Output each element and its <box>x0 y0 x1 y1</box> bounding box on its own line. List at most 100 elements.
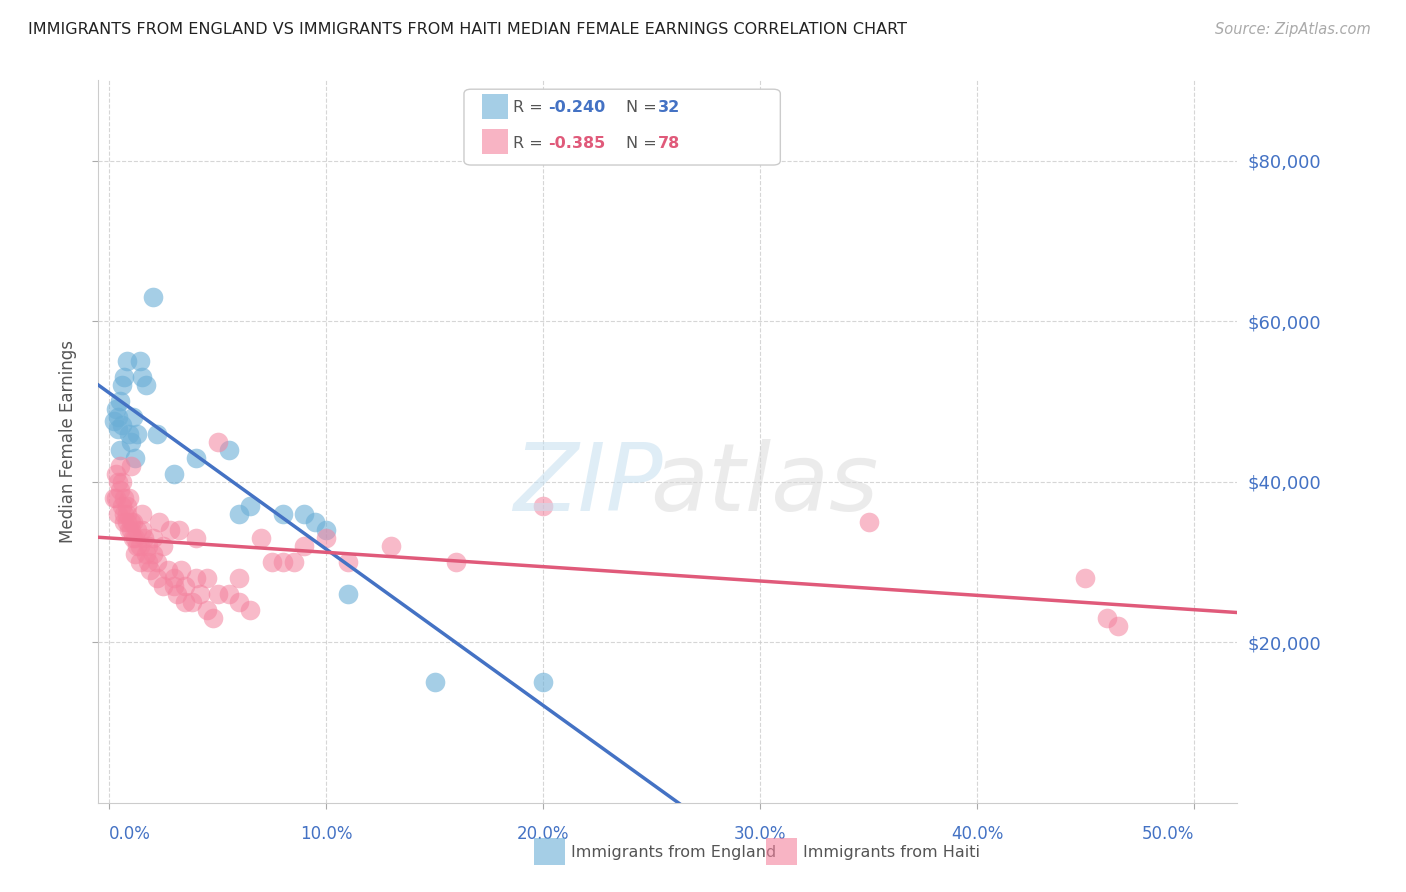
Point <box>120 523 142 537</box>
Point <box>315 523 337 537</box>
Point <box>1095 611 1118 625</box>
Text: -0.240: -0.240 <box>548 101 606 115</box>
Point <box>124 547 146 561</box>
Point <box>118 426 141 441</box>
Text: N =: N = <box>626 101 662 115</box>
Point <box>260 555 283 569</box>
Text: Source: ZipAtlas.com: Source: ZipAtlas.com <box>1215 22 1371 37</box>
Point <box>159 523 181 537</box>
Point <box>120 515 142 529</box>
Point <box>124 450 146 465</box>
Point <box>531 675 554 690</box>
Point <box>146 426 169 441</box>
Point <box>124 531 146 545</box>
Point <box>167 523 190 537</box>
Point <box>283 555 305 569</box>
Point <box>111 499 134 513</box>
Text: 20.0%: 20.0% <box>517 825 569 843</box>
Point <box>115 354 138 368</box>
Point <box>114 370 136 384</box>
Point <box>152 579 174 593</box>
Point <box>146 555 169 569</box>
Point <box>104 402 127 417</box>
Text: R =: R = <box>513 136 548 151</box>
Point <box>103 491 125 505</box>
Point <box>115 515 138 529</box>
Point <box>136 555 159 569</box>
Point <box>304 515 326 529</box>
Point <box>108 394 131 409</box>
Point <box>228 507 250 521</box>
Point <box>108 458 131 473</box>
Point <box>228 571 250 585</box>
Point <box>120 458 142 473</box>
Point <box>107 410 129 425</box>
Point <box>218 442 240 457</box>
Point <box>104 491 127 505</box>
Point <box>271 555 294 569</box>
Point <box>163 579 186 593</box>
Point <box>239 603 262 617</box>
Point <box>152 539 174 553</box>
Point <box>104 467 127 481</box>
Point <box>128 354 150 368</box>
Point <box>184 571 207 585</box>
Text: Immigrants from England: Immigrants from England <box>571 846 776 860</box>
Point <box>111 418 134 433</box>
Point <box>163 467 186 481</box>
Point <box>142 547 165 561</box>
Point <box>114 507 136 521</box>
Point <box>195 603 218 617</box>
Point <box>190 587 212 601</box>
Text: -0.385: -0.385 <box>548 136 606 151</box>
Point <box>111 475 134 489</box>
Text: 78: 78 <box>658 136 681 151</box>
Text: N =: N = <box>626 136 662 151</box>
Point <box>166 587 188 601</box>
Point <box>122 531 145 545</box>
Point <box>127 539 149 553</box>
Point <box>250 531 273 545</box>
Point <box>111 378 134 392</box>
Point <box>115 499 138 513</box>
Point <box>239 499 262 513</box>
Point <box>114 515 136 529</box>
Point <box>146 571 169 585</box>
Point <box>114 491 136 505</box>
Point <box>142 531 165 545</box>
Text: 10.0%: 10.0% <box>299 825 353 843</box>
Point <box>531 499 554 513</box>
Point <box>1107 619 1129 633</box>
Text: 40.0%: 40.0% <box>950 825 1002 843</box>
Point <box>115 507 138 521</box>
Point <box>315 531 337 545</box>
Point <box>131 370 153 384</box>
Point <box>131 507 153 521</box>
Point <box>446 555 468 569</box>
Point <box>131 523 153 537</box>
Text: IMMIGRANTS FROM ENGLAND VS IMMIGRANTS FROM HAITI MEDIAN FEMALE EARNINGS CORRELAT: IMMIGRANTS FROM ENGLAND VS IMMIGRANTS FR… <box>28 22 907 37</box>
Point <box>423 675 446 690</box>
Point <box>148 515 170 529</box>
Point <box>120 434 142 449</box>
Point <box>139 563 162 577</box>
Point <box>207 587 229 601</box>
Text: 50.0%: 50.0% <box>1142 825 1194 843</box>
Point <box>135 547 157 561</box>
Point <box>163 571 186 585</box>
Point <box>184 450 207 465</box>
Point <box>174 579 197 593</box>
Point <box>207 434 229 449</box>
Point <box>156 563 179 577</box>
Point <box>128 539 150 553</box>
Point <box>174 595 197 609</box>
Text: Immigrants from Haiti: Immigrants from Haiti <box>803 846 980 860</box>
Point <box>132 531 155 545</box>
Point <box>122 410 145 425</box>
Point <box>294 507 316 521</box>
Point <box>202 611 225 625</box>
Point <box>184 531 207 545</box>
Point <box>136 539 159 553</box>
Text: ZIP: ZIP <box>513 440 664 531</box>
Point <box>1074 571 1097 585</box>
